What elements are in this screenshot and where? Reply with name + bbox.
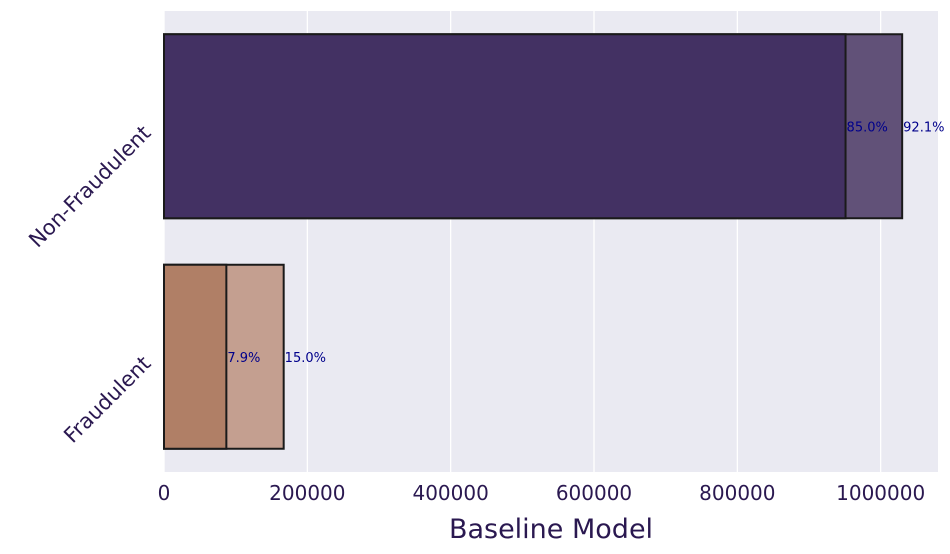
data-label: 85.0% xyxy=(847,120,888,135)
x-tick-label: 1000000 xyxy=(836,481,925,505)
bar-non-fraudulent-1 xyxy=(163,33,847,220)
bars xyxy=(163,33,904,450)
x-tick-label: 800000 xyxy=(699,481,775,505)
x-axis-title: Baseline Model xyxy=(449,514,653,545)
x-tick-label: 600000 xyxy=(556,481,632,505)
x-tick-label: 0 xyxy=(158,481,171,505)
x-tick-label: 400000 xyxy=(412,481,488,505)
category-label: Fraudulent xyxy=(59,351,155,447)
data-labels: 92.1% 15.0% 85.0% 7.9% xyxy=(227,120,944,366)
category-labels: Non-Fraudulent Fraudulent xyxy=(24,121,155,448)
data-label: 7.9% xyxy=(227,351,260,366)
x-tick-labels: 0 200000 400000 600000 800000 1000000 xyxy=(158,481,926,505)
category-label: Non-Fraudulent xyxy=(24,121,155,252)
data-label: 92.1% xyxy=(903,120,944,135)
bar-fraudulent-1 xyxy=(163,263,228,450)
data-label: 15.0% xyxy=(285,351,326,366)
x-tick-label: 200000 xyxy=(269,481,345,505)
